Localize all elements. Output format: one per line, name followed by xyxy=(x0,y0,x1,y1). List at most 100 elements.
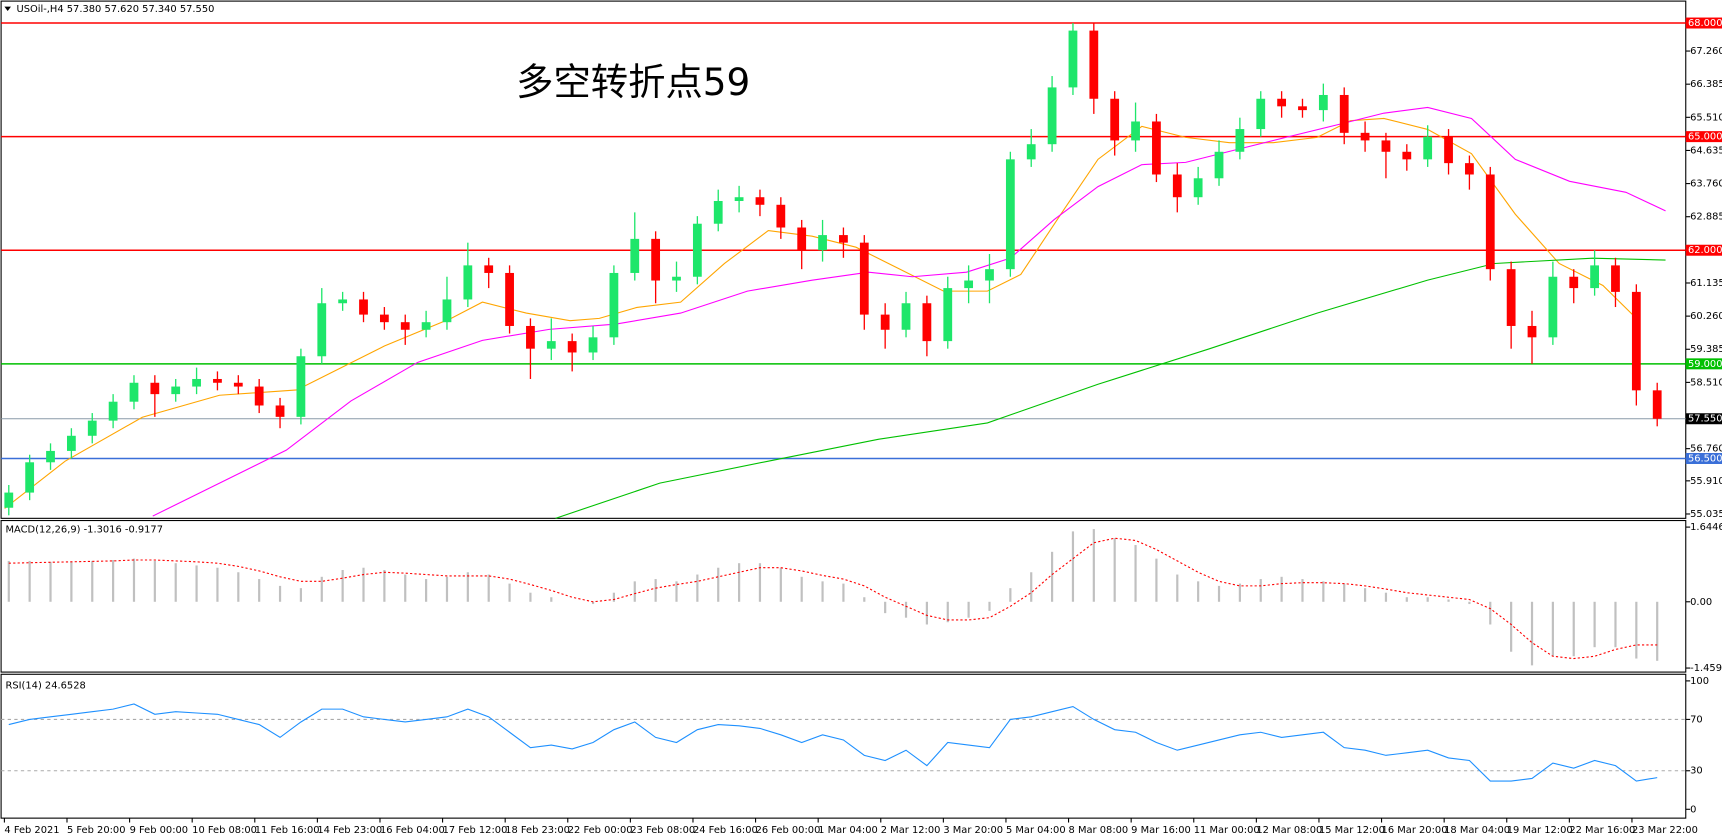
candle-body xyxy=(1047,87,1057,145)
level-label: 57.550 xyxy=(1688,414,1722,425)
y-tick-label: 55.035 xyxy=(1690,509,1722,520)
x-tick-label: 17 Feb 12:00 xyxy=(443,825,508,836)
y-tick-label: 1.6446 xyxy=(1690,522,1722,533)
candle-body xyxy=(1005,159,1015,270)
candle-body xyxy=(1485,174,1495,270)
candle-body xyxy=(1193,178,1203,198)
x-tick-label: 11 Mar 00:00 xyxy=(1194,825,1260,836)
candle-body xyxy=(1339,94,1349,133)
candle-body xyxy=(1527,325,1537,338)
x-tick-label: 8 Mar 08:00 xyxy=(1069,825,1129,836)
y-tick-label: -1.4594 xyxy=(1690,663,1722,674)
candle-body xyxy=(1611,265,1620,292)
x-tick-label: 23 Mar 22:00 xyxy=(1632,825,1698,836)
candle-body xyxy=(108,401,118,421)
candle-body xyxy=(150,382,160,395)
level-label: 65.000 xyxy=(1688,132,1722,143)
y-tick-label: 62.885 xyxy=(1690,212,1722,223)
candle-body xyxy=(254,386,264,406)
rsi-line xyxy=(8,703,1658,782)
candle-body xyxy=(672,276,681,281)
x-tick-label: 3 Mar 20:00 xyxy=(943,825,1003,836)
candle-body xyxy=(1172,174,1182,198)
candle-body xyxy=(1444,136,1453,164)
candle-body xyxy=(1214,151,1224,179)
main-title: USOil-,H4 57.380 57.620 57.340 57.550 xyxy=(16,4,214,15)
x-tick-label: 12 Mar 08:00 xyxy=(1256,825,1322,836)
candle-body xyxy=(1506,269,1516,326)
y-tick-label: 30 xyxy=(1690,766,1703,777)
candle-body xyxy=(1548,276,1558,338)
candle-body xyxy=(818,235,827,251)
candle-body xyxy=(1068,30,1078,88)
x-tick-label: 15 Mar 12:00 xyxy=(1319,825,1385,836)
candle-body xyxy=(1465,163,1474,175)
candle-body xyxy=(400,322,410,330)
x-tick-label: 5 Feb 20:00 xyxy=(67,825,126,836)
candle-body xyxy=(4,492,14,508)
menu-triangle[interactable] xyxy=(4,6,11,11)
candle-body xyxy=(46,450,55,463)
candle-body xyxy=(1402,151,1412,160)
candle-body xyxy=(1256,98,1266,130)
candle-body xyxy=(734,197,744,202)
x-tick-label: 4 Feb 2021 xyxy=(4,825,59,836)
x-tick-label: 23 Feb 08:00 xyxy=(630,825,695,836)
candle-body xyxy=(1381,140,1391,152)
candle-body xyxy=(797,227,807,251)
candle-body xyxy=(1152,121,1161,175)
x-tick-label: 2 Mar 12:00 xyxy=(881,825,941,836)
candle-body xyxy=(1652,390,1662,419)
candle-body xyxy=(317,303,327,357)
x-tick-label: 16 Feb 04:00 xyxy=(380,825,445,836)
candle-body xyxy=(839,235,848,243)
main-panel-frame xyxy=(0,0,1687,519)
y-tick-label: 0 xyxy=(1690,804,1696,815)
x-tick-label: 18 Feb 23:00 xyxy=(505,825,570,836)
candle-body xyxy=(25,462,35,493)
level-label-box xyxy=(1685,358,1722,370)
candle-body xyxy=(505,272,514,326)
y-tick-label: 63.760 xyxy=(1690,179,1722,190)
candle-body xyxy=(87,420,97,436)
candle-body xyxy=(359,299,368,315)
level-label: 62.000 xyxy=(1688,245,1722,256)
y-tick-label: 60.260 xyxy=(1690,311,1722,322)
y-tick-label: 56.760 xyxy=(1690,444,1722,455)
level-label-box xyxy=(1685,17,1722,29)
candle-body xyxy=(442,299,452,323)
candle-body xyxy=(922,303,932,342)
x-tick-label: 22 Mar 16:00 xyxy=(1569,825,1635,836)
x-tick-label: 16 Mar 20:00 xyxy=(1382,825,1448,836)
candle-body xyxy=(1235,129,1245,152)
candle-body xyxy=(859,242,869,315)
candle-body xyxy=(275,405,285,417)
moving-average xyxy=(4,117,1637,509)
candle-body xyxy=(546,341,556,349)
candle-body xyxy=(1026,144,1036,160)
candle-body xyxy=(755,197,765,205)
x-tick-label: 5 Mar 04:00 xyxy=(1006,825,1066,836)
candle-body xyxy=(588,337,598,353)
candle-body xyxy=(379,314,389,323)
y-tick-label: 58.510 xyxy=(1690,377,1722,388)
level-label-box xyxy=(1685,413,1722,425)
candle-body xyxy=(943,288,953,342)
x-tick-label: 18 Mar 04:00 xyxy=(1444,825,1510,836)
candle-body xyxy=(567,341,577,353)
candle-body xyxy=(630,238,640,273)
x-tick-label: 22 Feb 00:00 xyxy=(568,825,633,836)
x-tick-label: 19 Mar 12:00 xyxy=(1507,825,1573,836)
y-tick-label: 67.260 xyxy=(1690,46,1722,57)
candle-body xyxy=(1131,121,1140,141)
level-label-box xyxy=(1685,131,1722,143)
candle-body xyxy=(1318,94,1328,111)
candle-body xyxy=(713,201,723,224)
macd-title: MACD(12,26,9) -1.3016 -0.9177 xyxy=(5,524,163,535)
level-label: 56.500 xyxy=(1688,454,1722,465)
x-tick-label: 9 Mar 16:00 xyxy=(1131,825,1191,836)
level-label: 68.000 xyxy=(1688,18,1722,29)
candle-body xyxy=(901,303,911,330)
candle-body xyxy=(1590,265,1599,289)
candle-body xyxy=(66,435,76,451)
